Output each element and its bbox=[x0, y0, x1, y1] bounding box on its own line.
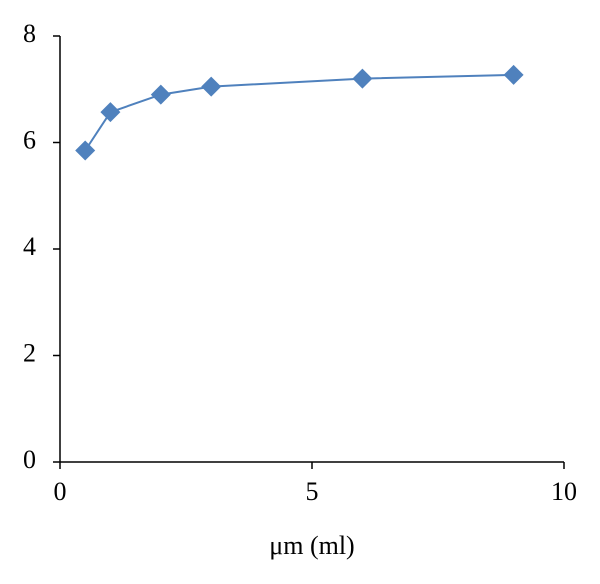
marker bbox=[352, 68, 373, 89]
x-axis-label: μm (ml) bbox=[269, 531, 354, 560]
y-tick-label: 6 bbox=[23, 125, 36, 154]
series-line bbox=[84, 73, 514, 152]
x-tick-label: 10 bbox=[551, 477, 577, 506]
marker bbox=[75, 140, 96, 161]
marker bbox=[201, 76, 222, 97]
y-tick-label: 2 bbox=[23, 338, 36, 367]
x-tick-label: 0 bbox=[54, 477, 67, 506]
y-tick-label: 0 bbox=[23, 445, 36, 474]
marker bbox=[150, 84, 171, 105]
x-tick-label: 5 bbox=[306, 477, 319, 506]
y-tick-label: 8 bbox=[23, 19, 36, 48]
marker bbox=[503, 64, 524, 85]
marker bbox=[100, 102, 121, 123]
y-tick-label: 4 bbox=[23, 232, 36, 261]
